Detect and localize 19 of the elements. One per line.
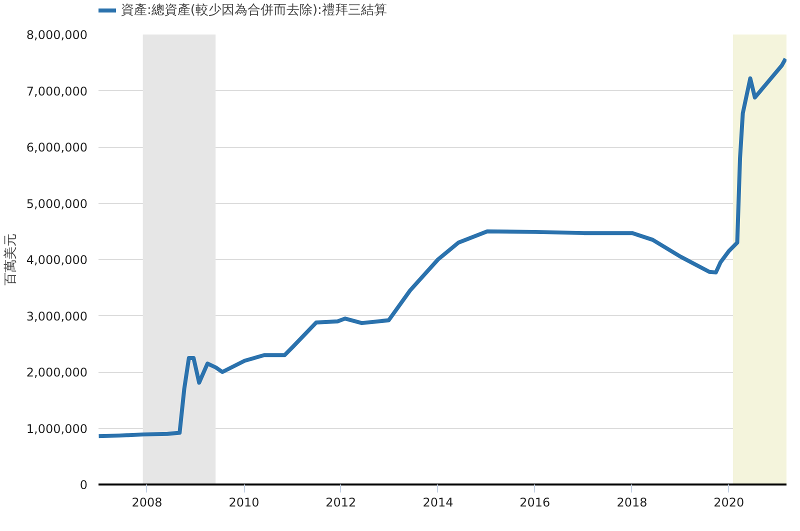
y-tick-label: 0 — [80, 478, 88, 492]
y-tick-label: 2,000,000 — [26, 366, 88, 380]
y-tick-label: 6,000,000 — [26, 140, 88, 154]
line-series — [98, 56, 786, 438]
y-tick-label: 8,000,000 — [26, 28, 88, 42]
x-tick-label: 2016 — [520, 496, 550, 510]
y-tick-label: 3,000,000 — [26, 309, 88, 324]
x-tick-label: 2014 — [422, 496, 454, 510]
y-tick-label: 4,000,000 — [26, 253, 88, 267]
legend-label: 資產:總資產(較少因為合併而去除):禮拜三結算 — [121, 2, 387, 19]
x-tick-label: 2010 — [228, 496, 260, 510]
x-tick-label: 2008 — [132, 496, 162, 510]
y-axis-title: 百萬美元 — [2, 234, 18, 286]
x-tick-label: 2012 — [326, 496, 356, 510]
x-tick-label: 2020 — [714, 496, 744, 510]
y-tick-label: 7,000,000 — [26, 84, 88, 98]
y-tick-label: 1,000,000 — [26, 422, 88, 436]
y-tick-label: 5,000,000 — [26, 196, 88, 211]
x-tick-label: 2018 — [616, 496, 648, 510]
